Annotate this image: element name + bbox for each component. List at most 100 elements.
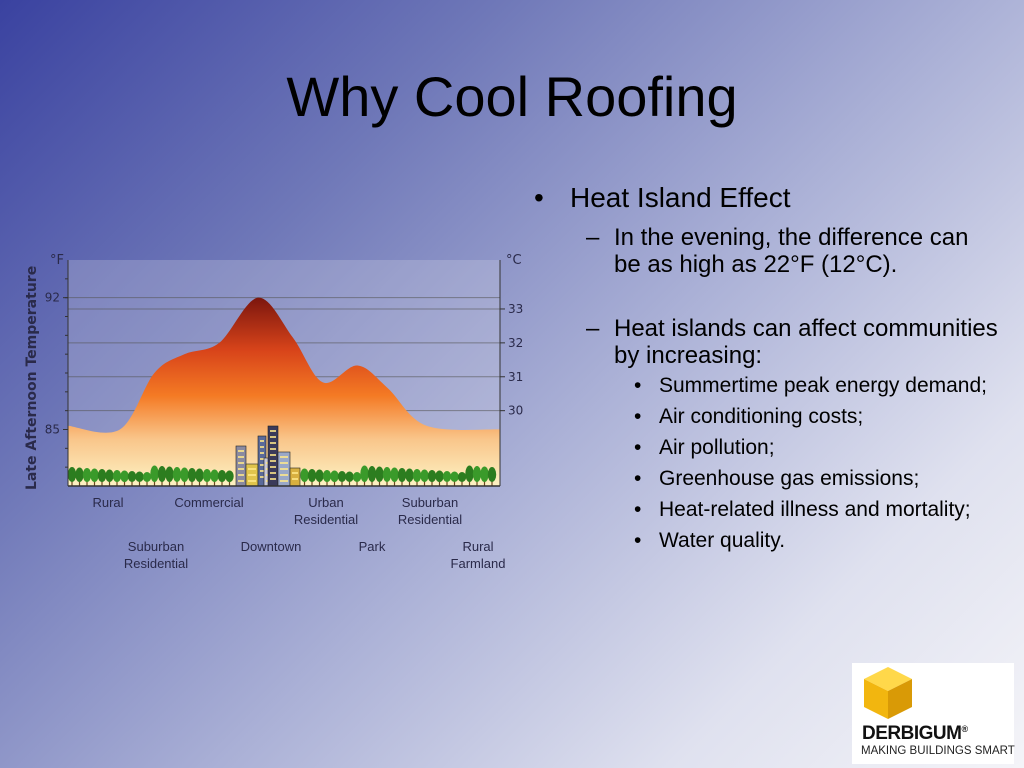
tree-trunk [183, 481, 186, 486]
tree-trunk [71, 481, 73, 486]
tree-trunk [108, 481, 111, 486]
tree-trunk [311, 481, 313, 486]
tree-canopy [300, 468, 309, 482]
tree-trunk [131, 481, 133, 486]
tree-canopy [450, 471, 459, 482]
tree-canopy [90, 468, 99, 482]
label-line: Suburban [402, 495, 458, 510]
tree-canopy [420, 469, 429, 482]
label-line: Farmland [451, 556, 506, 571]
tree-trunk [93, 481, 96, 486]
left-tick-label-85: 85 [45, 423, 60, 437]
tree-canopy [337, 471, 347, 482]
building-windows [280, 468, 288, 470]
dash-marker: – [586, 224, 600, 251]
tree-canopy [427, 470, 437, 482]
tree-canopy [135, 471, 144, 482]
tree-canopy [172, 467, 182, 482]
tree-canopy [82, 468, 92, 482]
tree-canopy [105, 469, 114, 482]
list-item: Air pollution; [530, 436, 1000, 460]
right-tick-label-31: 31 [508, 370, 523, 384]
sub-bullet-evening-difference: – In the evening, the difference can be … [530, 224, 1000, 278]
bullet-list: Heat Island Effect – In the evening, the… [530, 182, 1000, 553]
tree-canopy [142, 472, 152, 482]
category-label-park: Park [359, 539, 386, 554]
tree-canopy [375, 466, 384, 482]
tree-trunk [483, 481, 486, 486]
left-unit-label: °F [50, 253, 64, 268]
logo-tagline: MAKING BUILDINGS SMART [861, 745, 1015, 757]
building-windows [270, 442, 276, 444]
tree-trunk [101, 481, 103, 486]
tree-trunk [378, 481, 381, 486]
category-label-suburban-residential: Suburban Residential [398, 495, 462, 527]
tree-trunk [348, 481, 351, 486]
building-windows [280, 456, 288, 458]
tree-canopy [465, 465, 474, 482]
downtown-buildings [235, 425, 301, 487]
building-windows [238, 456, 244, 458]
slide-title: Why Cool Roofing [286, 65, 738, 128]
sub-bullet-text: Heat islands can affect communities by i… [614, 315, 998, 369]
building-windows [292, 478, 298, 480]
category-label-urban-residential: Urban Residential [294, 495, 358, 527]
tree-trunk [191, 481, 193, 486]
tree-trunk [213, 481, 216, 486]
tree-trunk [138, 481, 141, 486]
category-label-commercial: Commercial [174, 495, 243, 510]
tree-trunk [303, 481, 306, 486]
building-windows [238, 450, 244, 452]
label-line: Rural [462, 539, 493, 554]
tree-canopy [390, 467, 399, 482]
building-windows [270, 460, 276, 462]
right-tick-label-33: 33 [508, 302, 523, 316]
tree-canopy [180, 467, 189, 482]
list-item: Summertime peak energy demand; [530, 374, 1000, 398]
label-line: Urban [308, 495, 343, 510]
tree-canopy [150, 465, 159, 482]
axis-ticks: 85 92 30 31 32 33 [45, 278, 523, 468]
building-windows [292, 472, 298, 474]
tree-canopy [187, 468, 197, 482]
tree-trunk [153, 481, 156, 486]
building-windows [260, 458, 264, 460]
right-unit-label: °C [506, 253, 522, 268]
tree-trunk [318, 481, 321, 486]
tree-trunk [176, 481, 178, 486]
category-label-rural: Rural [92, 495, 123, 510]
tree-trunk [438, 481, 441, 486]
tree-canopy [165, 466, 174, 482]
tree-canopy [112, 470, 122, 482]
tree-trunk [386, 481, 388, 486]
tree-trunk [161, 481, 163, 486]
building-windows [270, 478, 276, 480]
tree-canopy [75, 467, 84, 482]
tree-trunk [198, 481, 201, 486]
building-windows [260, 464, 264, 466]
tree-trunk [431, 481, 433, 486]
category-label-downtown: Downtown [241, 539, 302, 554]
tree-trunk [468, 481, 471, 486]
tree-trunk [393, 481, 396, 486]
label-line: Residential [294, 512, 358, 527]
tree-canopy [367, 466, 377, 482]
building-windows [238, 474, 244, 476]
tree-canopy [210, 469, 219, 482]
logo-name-text: DERBIGUM [862, 723, 962, 744]
tree-trunk [221, 481, 223, 486]
category-label-suburban-residential-2: Suburban Residential [124, 539, 188, 571]
tree-canopy [307, 469, 317, 482]
tree-canopy [345, 471, 354, 482]
building-windows [270, 436, 276, 438]
building-windows [280, 474, 288, 476]
label-line: Suburban [128, 539, 184, 554]
tree-canopy [195, 468, 204, 482]
list-item: Water quality. [530, 529, 1000, 553]
tree-trunk [356, 481, 358, 486]
tree-trunk [416, 481, 418, 486]
tree-canopy [442, 471, 452, 482]
tree-trunk [476, 481, 478, 486]
building-windows [238, 480, 244, 482]
